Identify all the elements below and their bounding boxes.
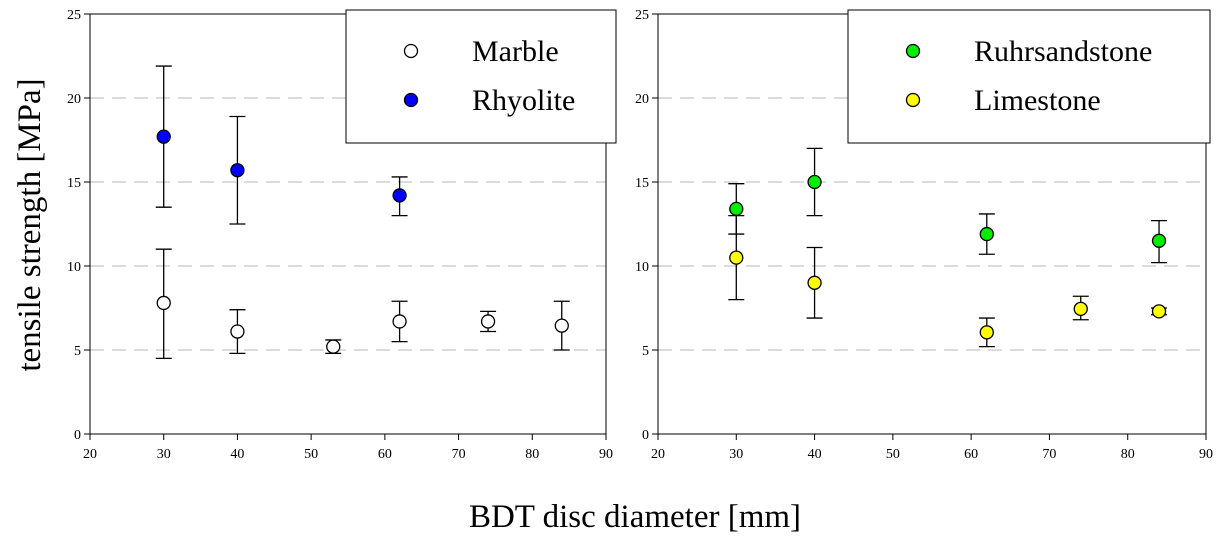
x-tick-label-40: 40 [808,447,822,462]
legend-marker-marble [403,43,419,59]
x-axis-title: BDT disc diameter [mm] [469,499,801,535]
data-marker [230,324,245,339]
data-marker [979,226,994,242]
marble-point-6 [553,300,570,351]
legend-marker-ruhrsandstone [905,43,921,59]
x-tick-label-70: 70 [1042,447,1056,462]
x-tick-label-30: 30 [729,447,743,462]
legend-label-rhyolite: Rhyolite [472,84,575,117]
data-marker [392,188,407,203]
y-tick-label-25: 25 [635,8,649,23]
y-tick-label-5: 5 [74,344,81,359]
data-marker [979,325,994,340]
x-tick-label-50: 50 [886,447,900,462]
ruhrsandstone-point-2 [806,147,823,217]
y-tick-label-20: 20 [67,92,81,107]
x-tick-label-90: 90 [1199,447,1213,462]
marble-point-3 [325,339,342,355]
y-tick-label-20: 20 [635,92,649,107]
data-marker [480,314,496,329]
data-marker [156,129,171,144]
marble-point-2 [229,309,246,355]
data-marker [807,174,822,190]
y-tick-label-5: 5 [642,344,649,359]
series-limestone [728,214,1168,348]
marble-point-4 [391,300,408,343]
x-tick-label-60: 60 [964,447,978,462]
legend-label-ruhrsandstone: Ruhrsandstone [974,35,1152,68]
legend-label-limestone: Limestone [974,84,1101,117]
marble-point-5 [480,310,497,333]
y-tick-label-10: 10 [635,260,649,275]
data-marker [326,339,341,354]
x-tick-label-60: 60 [378,447,392,462]
data-marker [729,201,744,217]
limestone-point-2 [806,246,823,319]
legend-box [847,9,1211,144]
legend-box [345,9,617,144]
data-marker [729,250,744,265]
rhyolite-point-2 [229,115,246,225]
y-tick-label-10: 10 [67,260,81,275]
x-tick-label-90: 90 [599,447,613,462]
x-tick-label-80: 80 [1121,447,1135,462]
data-marker [807,275,822,290]
data-marker [156,295,171,311]
limestone-point-5 [1151,304,1168,319]
x-tick-label-50: 50 [304,447,318,462]
ruhrsandstone-point-4 [1151,219,1168,264]
y-tick-label-15: 15 [67,176,81,191]
legend-marker-limestone [905,92,921,108]
x-tick-label-30: 30 [157,447,171,462]
data-marker [1151,233,1167,248]
y-tick-label-25: 25 [67,8,81,23]
series-marble [155,248,570,360]
panel-2: 0 5 10 15 20 25 20 30 40 50 60 70 80 90 Ruhrsandstone L… [635,8,1213,462]
y-tick-label-0: 0 [642,428,649,443]
ruhrsandstone-point-3 [978,213,995,255]
y-tick-label-0: 0 [74,428,81,443]
legend-label-marble: Marble [472,35,559,68]
panel-1: 0 5 10 15 20 25 20 30 40 50 60 70 80 90 Marble Rhyolite [67,8,617,462]
x-tick-label-20: 20 [83,447,97,462]
x-tick-label-70: 70 [452,447,466,462]
rhyolite-point-3 [391,176,408,217]
data-marker [1151,304,1167,319]
y-axis-title: tensile strength [MPa] [12,78,48,371]
limestone-point-3 [978,317,995,348]
x-tick-label-40: 40 [230,447,244,462]
data-marker [1073,301,1088,316]
series-rhyolite [155,65,408,225]
legend: Marble Rhyolite [345,9,617,144]
legend-marker-rhyolite [403,92,419,108]
data-marker [392,314,407,329]
data-marker [230,163,245,178]
x-tick-label-80: 80 [525,447,539,462]
y-tick-label-15: 15 [635,176,649,191]
rhyolite-point-1 [155,65,172,208]
series-ruhrsandstone [728,147,1168,264]
limestone-point-1 [728,214,745,301]
legend: Ruhrsandstone Limestone [847,9,1211,144]
data-marker [554,318,569,333]
x-tick-label-20: 20 [651,447,665,462]
marble-point-1 [155,248,172,360]
limestone-point-4 [1072,295,1089,321]
